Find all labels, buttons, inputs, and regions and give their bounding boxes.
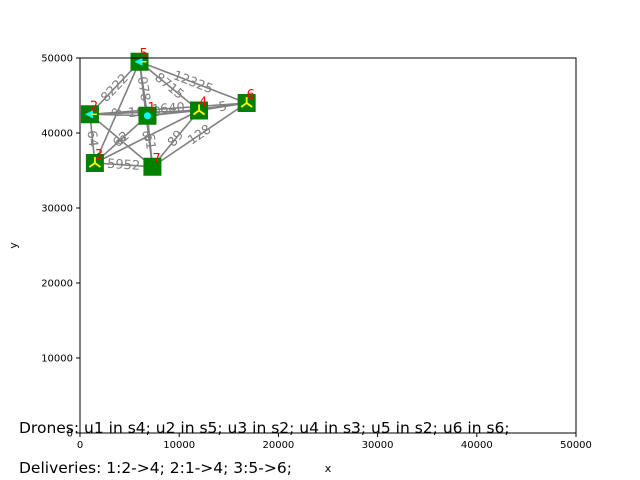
edge-7-4 <box>151 109 200 168</box>
x-tick-label: 30000 <box>362 440 394 451</box>
edge-label: 1640 <box>151 100 185 117</box>
drones-caption: Drones: u1 in s4; u2 in s5; u3 in s2; u4… <box>19 419 510 437</box>
deliveries-caption: Deliveries: 1:2->4; 2:1->4; 3:5->6; <box>19 459 292 477</box>
station-node-4: 4 <box>190 96 209 120</box>
edge-label: 5952 <box>107 157 141 174</box>
x-tick-label: 20000 <box>262 440 294 451</box>
station-node-3: 3 <box>85 148 104 172</box>
y-tick-label: 50000 <box>41 54 73 65</box>
drone-icon <box>198 109 206 116</box>
plot-frame <box>79 57 577 434</box>
edge-label: 61 <box>141 132 158 150</box>
station-node-2: 2 <box>80 99 99 124</box>
y-tick-label: 0 <box>67 429 73 440</box>
ticks-layer: 0 10000 20000 30000 40000 50000 0 10000 20000 300… <box>41 54 592 452</box>
station-marker <box>143 157 162 176</box>
station-node-1: 1 <box>138 101 157 125</box>
drone-arrow-icon <box>134 57 143 66</box>
x-tick-label: 40000 <box>461 440 493 451</box>
x-axis-label: x <box>325 462 332 475</box>
edge-5-4 <box>139 61 200 112</box>
y-axis-label: y <box>7 242 20 249</box>
edge-label: 078 <box>134 75 152 102</box>
edge-3-7 <box>94 162 153 168</box>
edge-2-6 <box>89 102 247 116</box>
drone-icon <box>193 109 200 116</box>
node-label: 6 <box>247 88 255 103</box>
station-node-7: 7 <box>143 152 162 176</box>
y-tick-label: 30000 <box>41 204 73 215</box>
edge-3-4 <box>94 109 200 164</box>
edge-label: 128 <box>185 122 214 148</box>
node-label: 3 <box>95 148 103 163</box>
station-node-5: 5 <box>130 47 149 71</box>
edge-7-6 <box>151 102 248 168</box>
y-tick-label: 10000 <box>41 354 73 365</box>
edge-5-6 <box>139 61 247 104</box>
drone-icon <box>240 102 248 108</box>
drone-arrow-icon <box>84 110 93 119</box>
node-label: 4 <box>199 96 207 111</box>
node-label: 7 <box>152 152 160 167</box>
x-tick-label: 0 <box>77 440 83 451</box>
x-tick-label: 50000 <box>560 440 592 451</box>
edge-label: 64 <box>84 130 101 148</box>
drone-icon <box>246 102 253 108</box>
drone-icon <box>88 162 96 168</box>
edge-label: 8 <box>109 106 126 120</box>
drone-dot-icon <box>143 112 151 120</box>
node-label: 1 <box>147 101 155 116</box>
edge-label: 5 <box>218 99 229 115</box>
node-label: 2 <box>90 99 98 114</box>
y-tick-label: 20000 <box>41 279 73 290</box>
y-tick-label: 40000 <box>41 129 73 140</box>
edge-2-7 <box>89 113 153 168</box>
node-label: 5 <box>140 47 148 62</box>
station-node-6: 6 <box>237 88 256 112</box>
x-tick-label: 10000 <box>163 440 195 451</box>
drone-icon <box>94 162 101 168</box>
